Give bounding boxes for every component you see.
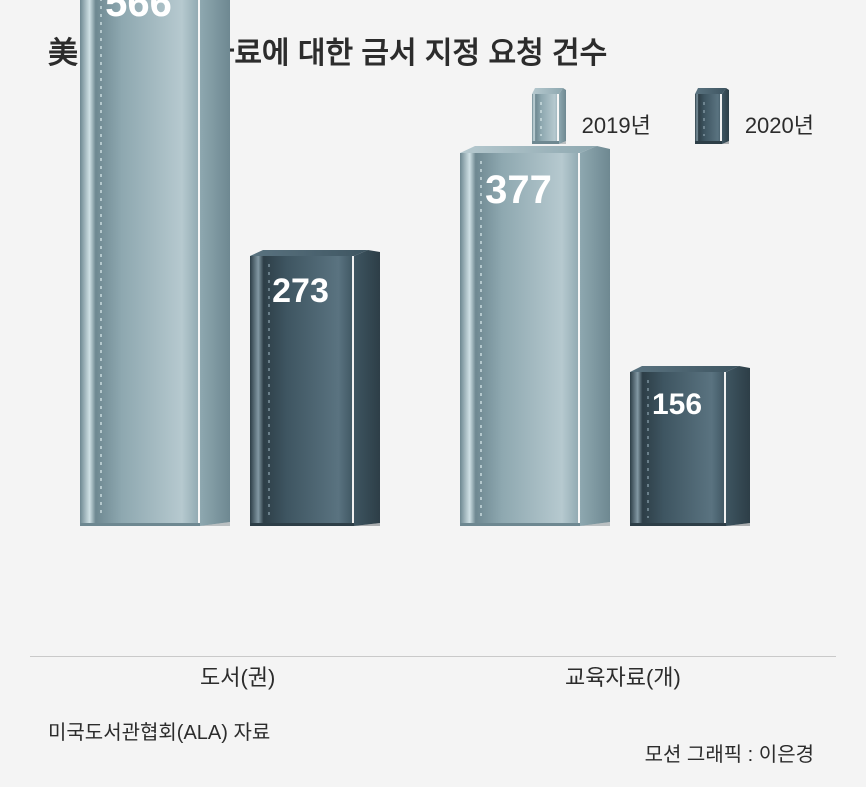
bar-book-2020: 156 xyxy=(630,366,750,526)
bar-book-2020: 273 xyxy=(250,250,380,526)
category-label-0: 도서(권) xyxy=(200,660,275,692)
bar-book-2019: 566 xyxy=(80,0,230,526)
category-label-1: 교육자료(개) xyxy=(565,660,681,692)
bar-book-2019: 377 xyxy=(460,146,610,526)
source-text: 미국도서관협회(ALA) 자료 xyxy=(48,716,270,745)
chart-area: 566 273 xyxy=(0,90,866,657)
credit-text: 모션 그래픽 : 이은경 xyxy=(645,738,814,767)
baseline xyxy=(30,656,836,657)
